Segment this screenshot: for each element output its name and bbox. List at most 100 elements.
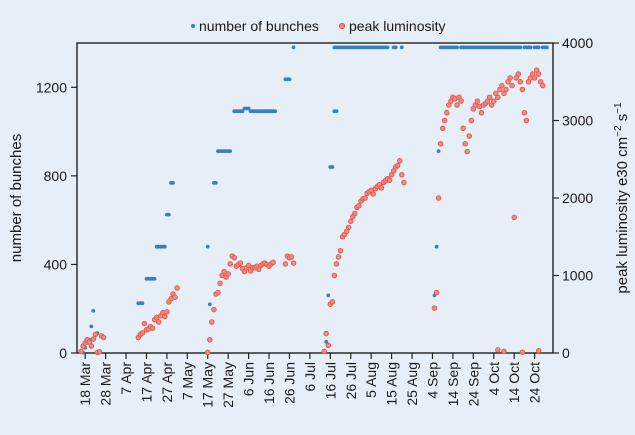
bunches-point	[207, 302, 212, 307]
x-axis: 18 Mar 28 Mar 7 Apr 17 Apr 27 Apr 7 May 17 May…	[77, 353, 543, 408]
luminosity-point	[217, 280, 223, 287]
luminosity-point	[370, 191, 376, 197]
luminosity-point	[92, 331, 99, 338]
luminosity-point	[337, 247, 344, 254]
luminosity-point	[519, 86, 526, 93]
luminosity-point	[211, 306, 217, 313]
x-tick-label: 14 Oct	[506, 362, 522, 403]
luminosity-point	[509, 82, 515, 89]
bunches-point	[436, 149, 441, 154]
bunches-point	[240, 109, 245, 114]
bunches-point	[393, 45, 398, 50]
luminosity-point	[503, 86, 509, 93]
luminosity-point	[511, 214, 517, 221]
bunches-point	[434, 244, 439, 249]
luminosity-point	[141, 320, 148, 327]
luminosity-point	[486, 94, 493, 101]
luminosity-point	[225, 271, 231, 277]
legend-marker-luminosity	[338, 22, 346, 30]
x-tick-label: 5 Aug	[363, 362, 379, 398]
bunches-point	[287, 77, 292, 82]
luminosity-point	[466, 133, 472, 139]
bunches-point	[455, 45, 459, 50]
bunches-point	[171, 181, 175, 185]
series-peak-luminosity	[78, 67, 546, 356]
luminosity-point	[282, 261, 289, 267]
bunches-point	[273, 109, 278, 114]
luminosity-point	[460, 125, 466, 132]
bunches-point	[214, 181, 218, 185]
luminosity-point	[464, 148, 470, 155]
x-tick-label: 6 Jun	[241, 362, 257, 396]
luminosity-point	[474, 98, 481, 104]
luminosity-point	[535, 347, 542, 354]
bunches-point	[205, 244, 210, 249]
x-tick-label: 24 Oct	[527, 362, 543, 403]
series-number-of-bunches	[81, 45, 549, 355]
luminosity-point	[323, 330, 329, 337]
luminosity-point	[90, 336, 97, 342]
y-left-tick-label: 400	[44, 256, 68, 272]
luminosity-point	[227, 261, 233, 267]
bunches-point	[330, 165, 335, 169]
bunches-point	[518, 45, 523, 50]
x-tick-label: 27 Apr	[159, 362, 175, 403]
bunches-point	[536, 45, 541, 50]
luminosity-point	[209, 319, 215, 325]
luminosity-point	[540, 82, 546, 89]
bunches-point	[385, 45, 390, 50]
luminosity-point	[345, 224, 352, 231]
bunches-point	[228, 149, 233, 154]
luminosity-point	[439, 125, 446, 132]
luminosity-point	[535, 71, 542, 77]
luminosity-point	[155, 319, 162, 325]
luminosity-point	[288, 254, 295, 260]
luminosity-point	[172, 294, 178, 300]
luminosity-point	[237, 260, 244, 266]
legend: number of bunches peak luminosity	[191, 18, 446, 34]
y-right-tick-label: 0	[562, 345, 570, 361]
luminosity-point	[88, 343, 95, 349]
luminosity-point	[437, 141, 444, 147]
luminosity-point	[495, 94, 501, 101]
luminosity-point	[335, 254, 342, 260]
bunches-point	[246, 106, 251, 111]
luminosity-point	[270, 259, 276, 266]
luminosity-point	[325, 342, 332, 349]
luminosity-point	[431, 305, 438, 311]
luminosity-point	[441, 117, 448, 124]
legend-label-luminosity: peak luminosity	[349, 18, 446, 34]
x-tick-label: 14 Sep	[445, 362, 461, 407]
y-axis-right: 0 1000 2000 3000 4000	[553, 35, 593, 361]
bunches-point	[152, 276, 157, 281]
y-left-tick-label: 800	[44, 168, 68, 184]
luminosity-point	[362, 195, 368, 201]
y-right-tick-label: 1000	[562, 268, 593, 284]
luminosity-point	[221, 268, 227, 275]
x-tick-label: 27 May	[220, 362, 236, 408]
y-axis-right-title: peak luminosity e30 cm−2 s−1	[613, 102, 631, 294]
luminosity-point	[468, 117, 475, 124]
bunches-point	[167, 212, 171, 217]
luminosity-point	[478, 110, 485, 116]
bunches-point	[528, 45, 533, 50]
luminosity-point	[462, 141, 468, 147]
x-tick-label: 28 Mar	[98, 362, 114, 406]
bunches-point	[140, 301, 145, 306]
luminosity-point	[162, 313, 168, 320]
luminosity-point	[321, 348, 327, 355]
luminosity-point	[394, 162, 401, 169]
y-left-tick-label: 1200	[36, 79, 67, 95]
luminosity-point	[397, 158, 403, 164]
bunches-point	[545, 45, 549, 50]
x-tick-label: 24 Sep	[465, 362, 481, 407]
x-tick-label: 7 May	[179, 362, 195, 400]
y-axis-left-title: number of bunches	[8, 134, 25, 262]
bunches-point	[291, 45, 296, 50]
legend-label-bunches: number of bunches	[199, 18, 319, 34]
y-axis-left: 0 400 800 1200	[36, 79, 77, 361]
luminosity-point	[458, 98, 464, 104]
x-tick-label: 16 Jun	[261, 362, 277, 404]
x-tick-label: 4 Sep	[424, 362, 440, 399]
